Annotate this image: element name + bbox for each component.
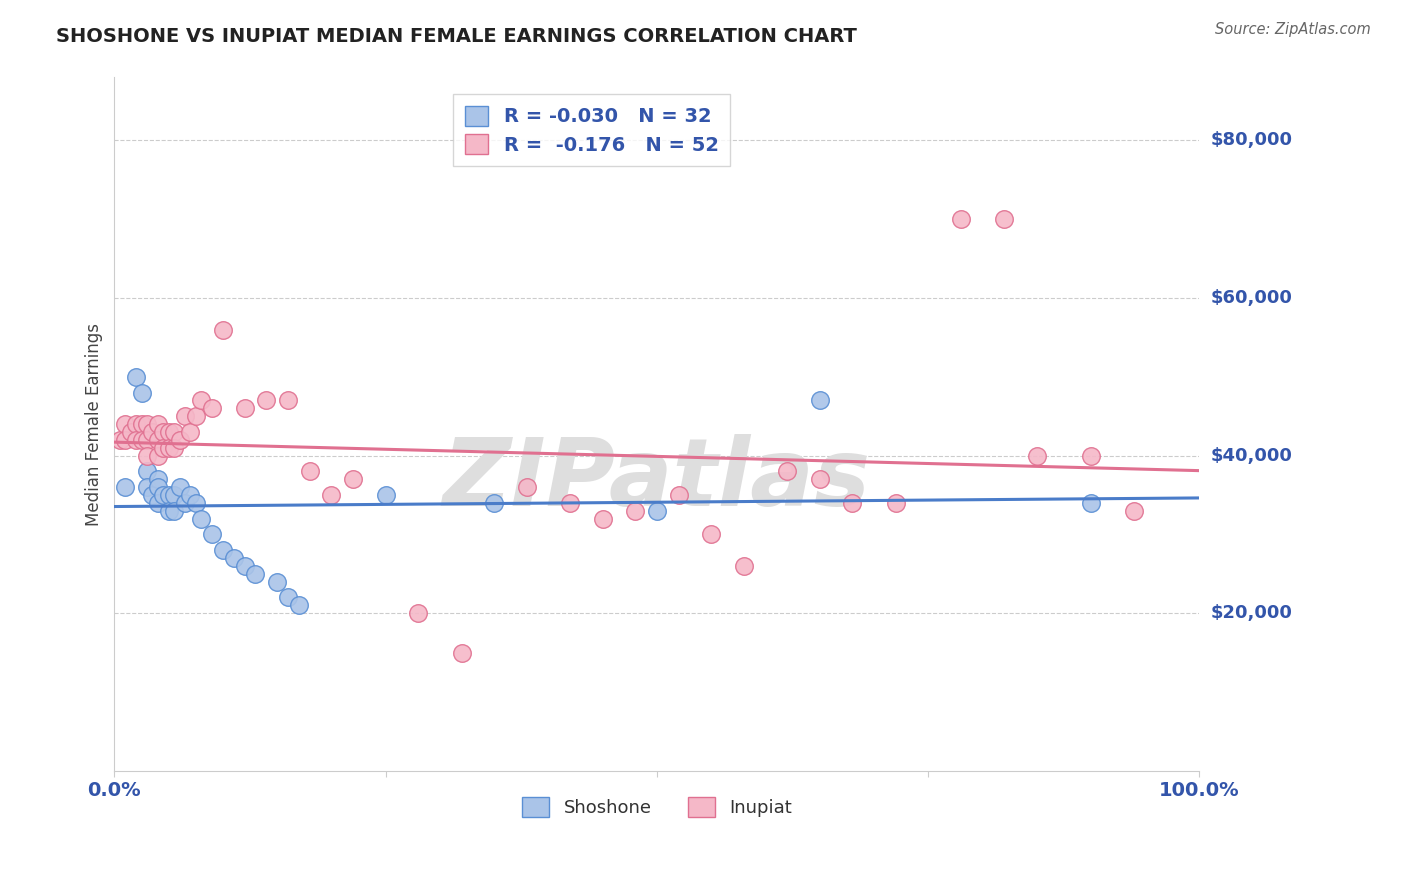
Point: [884, 496, 907, 510]
Point: [131, 433, 153, 447]
Point: [136, 433, 159, 447]
Point: [1025, 449, 1047, 463]
Point: [254, 393, 277, 408]
Point: [136, 480, 159, 494]
Point: [841, 496, 863, 510]
Point: [1080, 449, 1102, 463]
Point: [949, 212, 972, 227]
Point: [120, 425, 142, 439]
Point: [212, 322, 235, 336]
Point: [592, 511, 614, 525]
Point: [298, 464, 321, 478]
Y-axis label: Median Female Earnings: Median Female Earnings: [86, 323, 103, 525]
Point: [288, 599, 311, 613]
Point: [222, 551, 245, 566]
Point: [157, 425, 180, 439]
Text: $40,000: $40,000: [1211, 447, 1292, 465]
Point: [131, 385, 153, 400]
Point: [157, 504, 180, 518]
Point: [114, 433, 136, 447]
Point: [141, 425, 163, 439]
Point: [560, 496, 582, 510]
Point: [201, 527, 224, 541]
Point: [125, 417, 148, 431]
Point: [342, 472, 364, 486]
Point: [277, 393, 299, 408]
Point: [146, 433, 169, 447]
Point: [136, 449, 159, 463]
Point: [125, 433, 148, 447]
Point: [668, 488, 690, 502]
Text: ZIPatlas: ZIPatlas: [443, 434, 870, 525]
Point: [233, 401, 256, 416]
Point: [1123, 504, 1146, 518]
Point: [141, 488, 163, 502]
Point: [700, 527, 723, 541]
Point: [157, 488, 180, 502]
Text: $20,000: $20,000: [1211, 604, 1292, 622]
Point: [169, 433, 191, 447]
Point: [993, 212, 1015, 227]
Point: [450, 646, 472, 660]
Point: [516, 480, 538, 494]
Point: [114, 480, 136, 494]
Point: [136, 417, 159, 431]
Point: [776, 464, 799, 478]
Point: [169, 480, 191, 494]
Point: [179, 425, 201, 439]
Text: Source: ZipAtlas.com: Source: ZipAtlas.com: [1215, 22, 1371, 37]
Point: [277, 591, 299, 605]
Point: [179, 488, 201, 502]
Point: [733, 558, 755, 573]
Point: [146, 496, 169, 510]
Point: [146, 449, 169, 463]
Point: [163, 504, 186, 518]
Point: [184, 409, 207, 424]
Point: [245, 566, 267, 581]
Text: $60,000: $60,000: [1211, 289, 1292, 307]
Point: [136, 464, 159, 478]
Text: SHOSHONE VS INUPIAT MEDIAN FEMALE EARNINGS CORRELATION CHART: SHOSHONE VS INUPIAT MEDIAN FEMALE EARNIN…: [56, 27, 858, 45]
Point: [645, 504, 668, 518]
Point: [624, 504, 647, 518]
Point: [212, 543, 235, 558]
Point: [808, 393, 831, 408]
Point: [808, 472, 831, 486]
Point: [146, 417, 169, 431]
Point: [146, 472, 169, 486]
Point: [146, 480, 169, 494]
Point: [482, 496, 505, 510]
Point: [174, 409, 197, 424]
Point: [233, 558, 256, 573]
Point: [201, 401, 224, 416]
Point: [152, 425, 174, 439]
Point: [131, 417, 153, 431]
Point: [163, 488, 186, 502]
Point: [157, 441, 180, 455]
Point: [125, 369, 148, 384]
Point: [321, 488, 343, 502]
Point: [1080, 496, 1102, 510]
Point: [266, 574, 288, 589]
Point: [406, 606, 429, 620]
Point: [190, 393, 212, 408]
Point: [152, 441, 174, 455]
Legend: Shoshone, Inupiat: Shoshone, Inupiat: [515, 789, 799, 824]
Point: [108, 433, 131, 447]
Point: [163, 425, 186, 439]
Point: [184, 496, 207, 510]
Point: [152, 488, 174, 502]
Point: [190, 511, 212, 525]
Point: [374, 488, 396, 502]
Point: [114, 417, 136, 431]
Text: $80,000: $80,000: [1211, 131, 1292, 150]
Point: [163, 441, 186, 455]
Point: [174, 496, 197, 510]
